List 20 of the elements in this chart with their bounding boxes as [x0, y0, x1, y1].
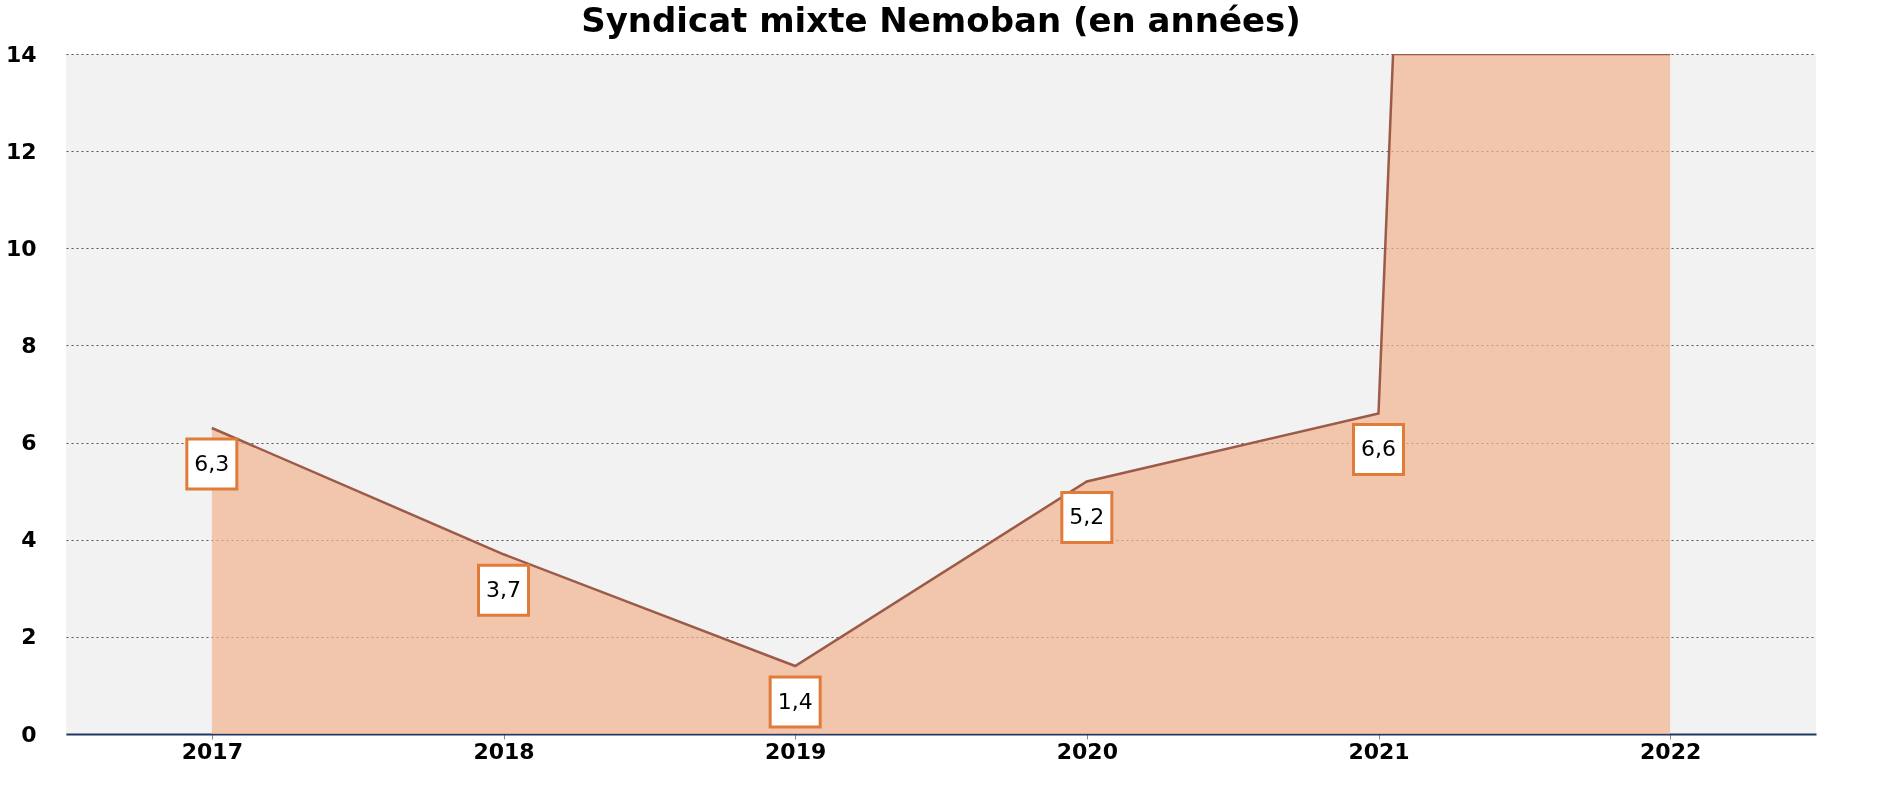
y-tick-label: 14 [5, 41, 37, 67]
x-tick-label: 2018 [473, 738, 535, 764]
y-tick-label: 12 [5, 138, 37, 164]
data-label: 3,7 [486, 577, 521, 603]
x-tick-label: 2022 [1640, 738, 1702, 764]
y-tick-label: 8 [21, 332, 37, 358]
data-label: 6,3 [194, 451, 230, 476]
y-tick-label: 2 [21, 624, 37, 650]
y-tick-label: 6 [21, 430, 37, 456]
x-tick-label: 2019 [765, 738, 827, 764]
y-tick-label: 10 [5, 235, 37, 261]
data-label: 5,2 [1069, 504, 1105, 530]
chart-title: Syndicat mixte Nemoban (en années) [581, 0, 1301, 40]
x-tick-label: 2021 [1348, 738, 1410, 764]
y-tick-label: 4 [21, 527, 37, 553]
x-tick-label: 2020 [1056, 738, 1118, 764]
y-tick-label: 0 [21, 721, 37, 747]
x-tick-label: 2017 [181, 738, 243, 764]
data-label: 1,4 [777, 689, 813, 714]
data-label: 6,6 [1361, 436, 1396, 462]
